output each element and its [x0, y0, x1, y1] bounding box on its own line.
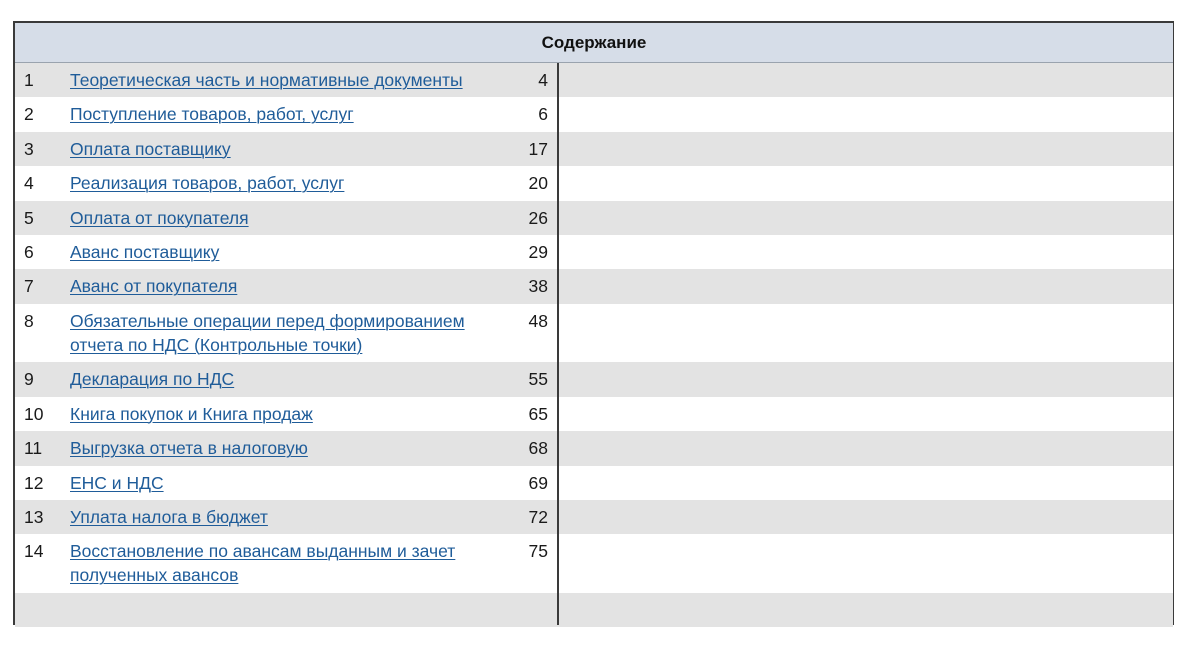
toc-entry-page: 20	[528, 173, 548, 194]
toc-entry-link[interactable]: Обязательные операции перед формирование…	[70, 310, 465, 355]
column-divider	[557, 63, 559, 625]
toc-row: 7 Аванс от покупателя 38	[15, 269, 1173, 304]
toc-entry-number: 7	[24, 276, 34, 297]
toc-row: 11 Выгрузка отчета в налоговую 68	[15, 431, 1173, 466]
toc-entry-link[interactable]: Теоретическая часть и нормативные докуме…	[70, 70, 463, 90]
toc-row: 12 ЕНС и НДС 69	[15, 466, 1173, 500]
toc-row: 14 Восстановление по авансам выданным и …	[15, 534, 1173, 593]
toc-entry-page: 38	[528, 276, 548, 297]
toc-entry-link[interactable]: Оплата от покупателя	[70, 207, 249, 228]
toc-entry-page: 69	[528, 472, 548, 493]
toc-entry-number: 14	[24, 541, 44, 562]
toc-entry-link[interactable]: Аванс поставщику	[70, 241, 220, 262]
toc-entry-link[interactable]: Поступление товаров, работ, услуг	[70, 104, 354, 125]
toc-entry-number: 9	[24, 369, 34, 390]
toc-entry-number: 10	[24, 403, 44, 424]
toc-row: 3 Оплата поставщику 17	[15, 131, 1173, 167]
toc-entry-number: 5	[24, 207, 34, 228]
toc-entry-number: 13	[24, 506, 44, 527]
toc-row: 10 Книга покупок и Книга продаж 65	[15, 397, 1173, 431]
toc-entry-page: 65	[528, 403, 548, 424]
toc-entry-link[interactable]: Уплата налога в бюджет	[70, 506, 268, 527]
toc-entry-link[interactable]: Оплата поставщику	[70, 138, 231, 159]
toc-entry-page: 75	[528, 541, 548, 562]
toc-entry-link[interactable]: ЕНС и НДС	[70, 472, 164, 493]
toc-body: 1 Теоретическая часть и нормативные доку…	[15, 63, 1173, 627]
toc-entry-page: 26	[528, 207, 548, 228]
toc-row: 8 Обязательные операции перед формирован…	[15, 304, 1173, 363]
toc-entry-page: 6	[538, 104, 548, 125]
toc-row: 2 Поступление товаров, работ, услуг 6	[15, 97, 1173, 131]
toc-title: Содержание	[15, 23, 1173, 63]
toc-entry-number: 4	[24, 173, 34, 194]
toc-entry-link[interactable]: Декларация по НДС	[70, 369, 235, 390]
toc-entry-number: 8	[24, 310, 34, 331]
table-of-contents: Содержание 1 Теоретическая часть и норма…	[13, 21, 1174, 627]
toc-entry-page: 55	[528, 369, 548, 390]
toc-entry-link[interactable]: Выгрузка отчета в налоговую	[70, 438, 308, 459]
toc-entry-number: 1	[24, 70, 34, 90]
toc-entry-number: 11	[24, 438, 43, 459]
toc-row: 4 Реализация товаров, работ, услуг 20	[15, 166, 1173, 200]
toc-entry-page: 68	[528, 438, 548, 459]
toc-entry-page: 4	[538, 70, 548, 90]
toc-entry-number: 3	[24, 138, 34, 159]
toc-entry-page: 17	[528, 138, 548, 159]
toc-entry-link[interactable]: Реализация товаров, работ, услуг	[70, 173, 345, 194]
toc-row: 13 Уплата налога в бюджет 72	[15, 499, 1173, 535]
toc-entry-page: 72	[528, 506, 548, 527]
toc-row: 5 Оплата от покупателя 26	[15, 200, 1173, 235]
toc-entry-link[interactable]: Восстановление по авансам выданным и зач…	[70, 541, 456, 586]
toc-row: 9 Декларация по НДС 55	[15, 362, 1173, 397]
toc-entry-number: 6	[24, 241, 34, 262]
toc-row: 6 Аванс поставщику 29	[15, 235, 1173, 269]
toc-row: 1 Теоретическая часть и нормативные доку…	[15, 63, 1173, 98]
toc-entry-number: 12	[24, 472, 44, 493]
toc-entry-number: 2	[24, 104, 34, 125]
toc-entry-link[interactable]: Книга покупок и Книга продаж	[70, 403, 313, 424]
toc-entry-page: 48	[528, 310, 548, 331]
toc-entry-page: 29	[528, 241, 548, 262]
toc-empty-row	[15, 592, 1173, 627]
toc-entry-link[interactable]: Аванс от покупателя	[70, 276, 238, 297]
